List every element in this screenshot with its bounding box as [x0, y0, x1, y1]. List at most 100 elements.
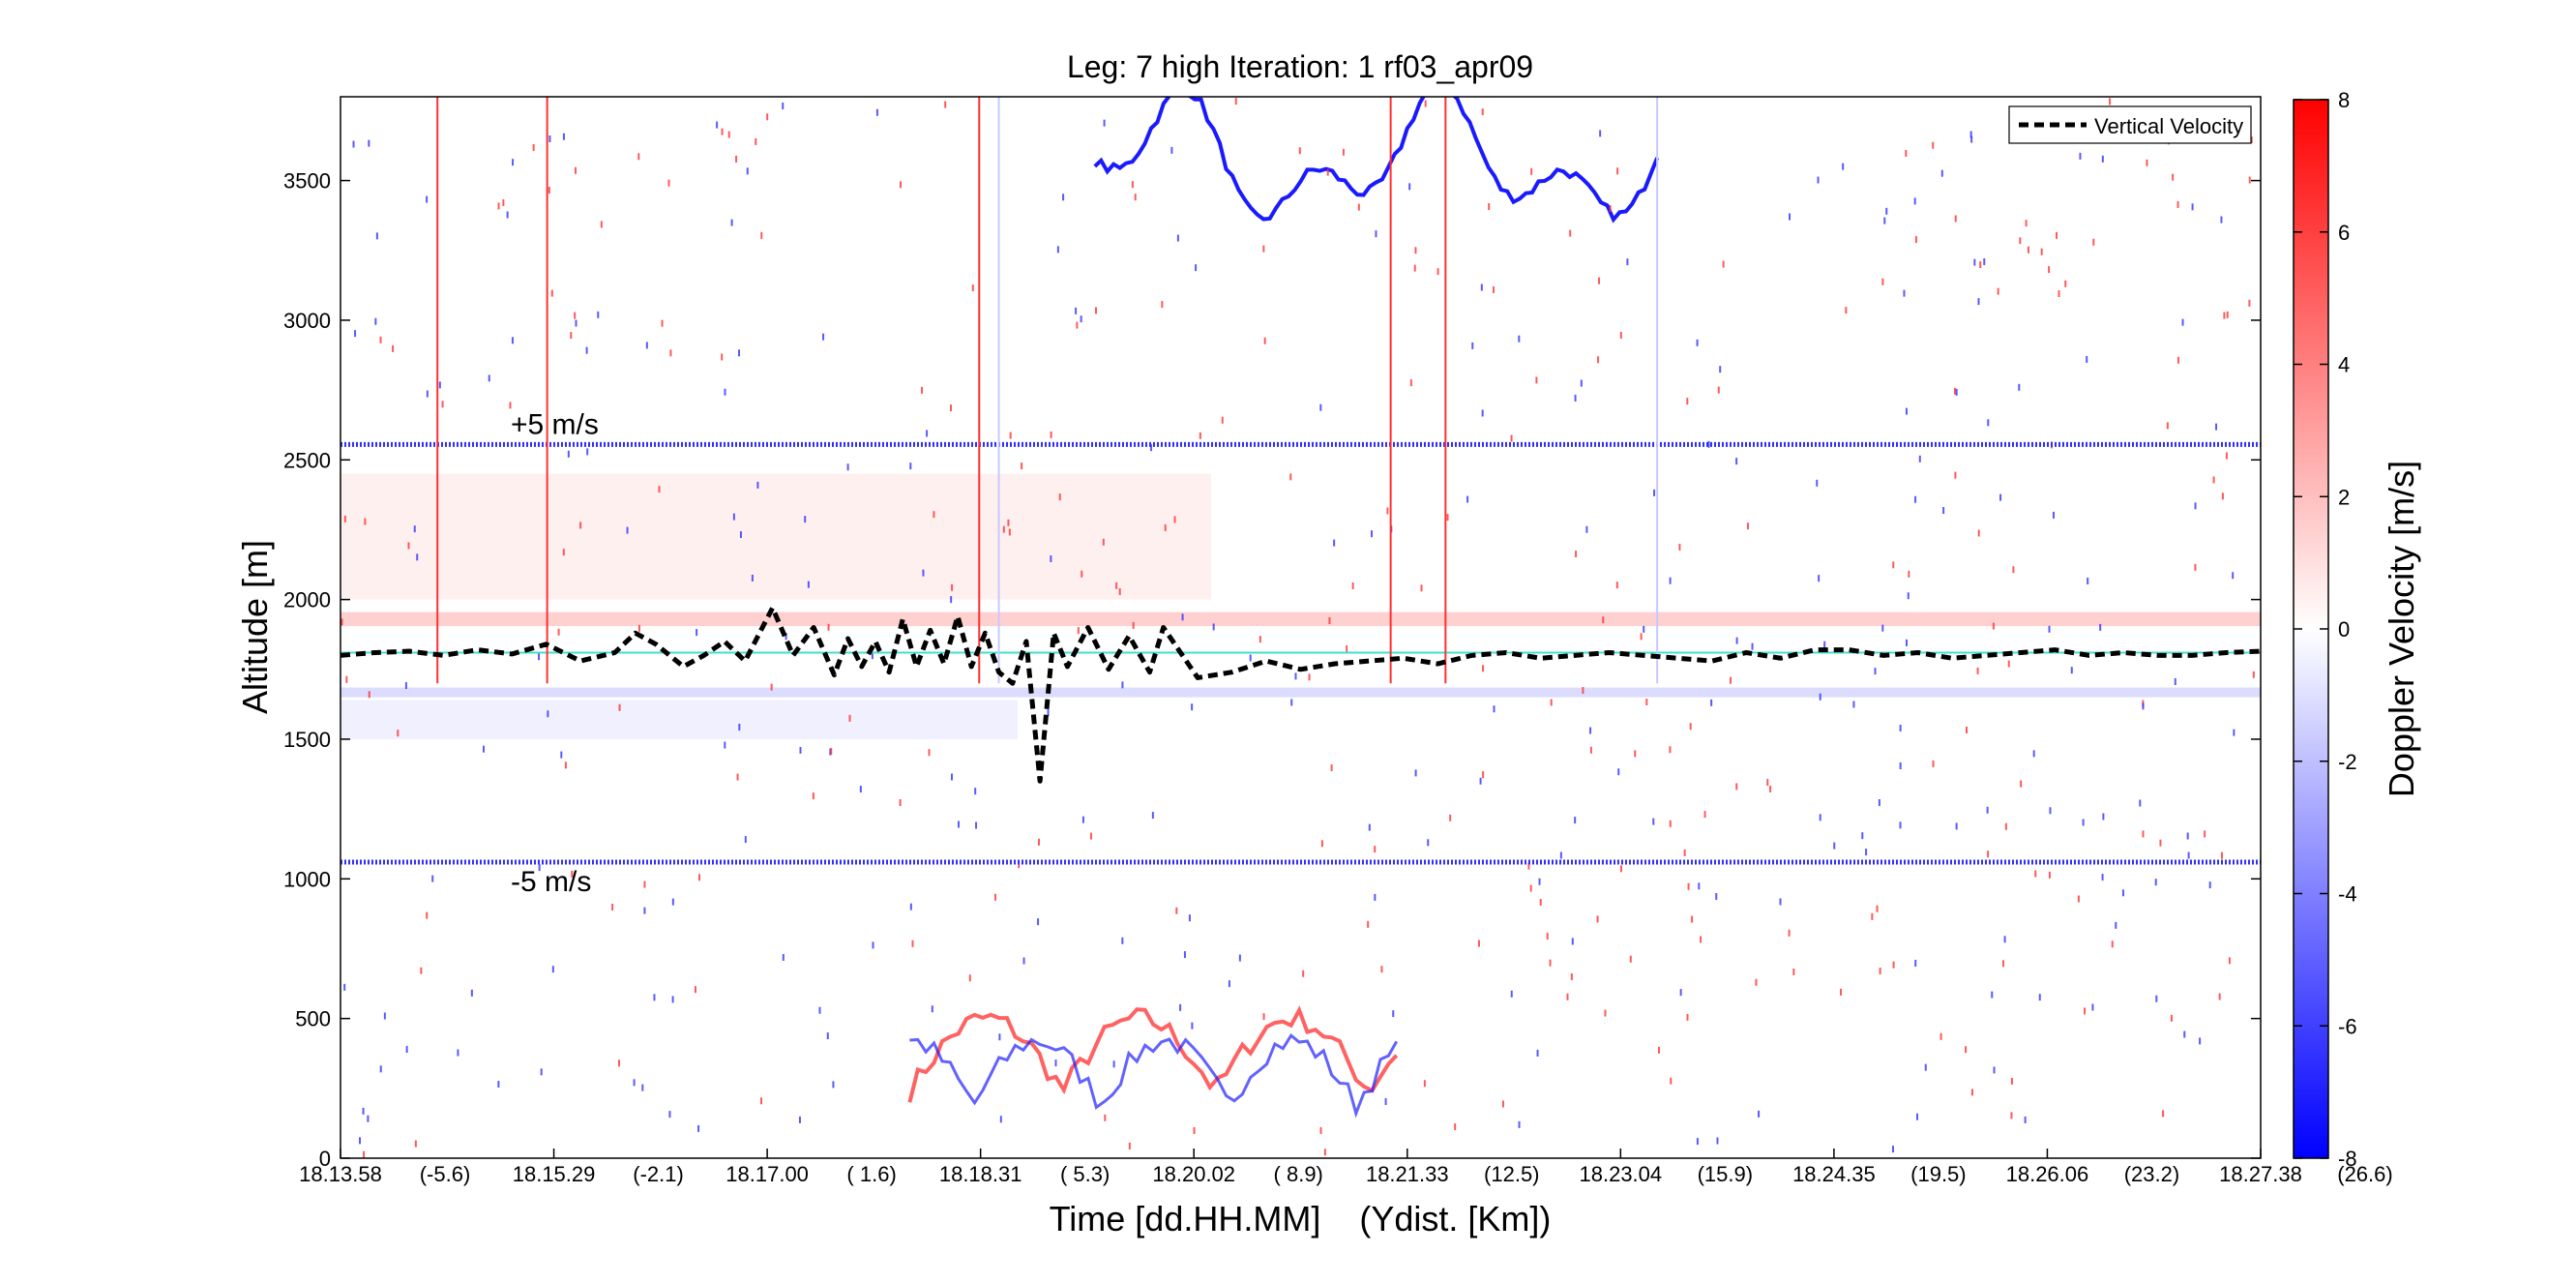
noise-speck: [1234, 98, 1237, 105]
noise-speck: [2215, 423, 2218, 431]
noise-speck: [374, 317, 377, 325]
noise-speck: [1549, 959, 1552, 967]
noise-speck: [1262, 1013, 1265, 1021]
noise-speck: [2170, 1014, 2173, 1022]
noise-speck: [2194, 502, 2197, 510]
noise-speck: [1751, 642, 1754, 650]
noise-speck: [1022, 957, 1025, 965]
noise-speck: [1842, 163, 1845, 170]
noise-speck: [1585, 525, 1588, 533]
noise-speck: [1466, 495, 1469, 503]
noise-speck: [931, 1005, 933, 1013]
noise-speck: [822, 333, 825, 341]
noise-speck: [2079, 152, 2082, 160]
noise-speck: [827, 623, 830, 631]
noise-speck: [1788, 929, 1791, 937]
x-tick-label-time: 18.15.29: [513, 1162, 596, 1186]
noise-speck: [1121, 937, 1124, 944]
noise-speck: [1953, 387, 1956, 395]
noise-speck: [1221, 416, 1224, 424]
noise-speck: [1716, 1137, 1719, 1145]
noise-speck: [1176, 234, 1179, 242]
noise-speck: [668, 1111, 671, 1119]
noise-speck: [832, 1081, 835, 1089]
noise-speck: [1861, 832, 1864, 840]
noise-speck: [1669, 746, 1672, 754]
noise-speck: [1367, 920, 1370, 928]
colorbar-tick-label: 6: [2338, 221, 2350, 245]
noise-speck: [637, 153, 640, 161]
x-tick-label-time: 18.23.04: [1580, 1162, 1663, 1186]
noise-speck: [1703, 811, 1706, 819]
noise-speck: [1818, 575, 1821, 582]
noise-speck: [575, 319, 577, 327]
noise-speck: [760, 231, 763, 239]
noise-speck: [1918, 455, 1921, 462]
noise-speck: [2174, 677, 2176, 685]
noise-speck: [457, 1049, 459, 1057]
noise-speck: [2064, 280, 2067, 287]
noise-speck: [1914, 495, 1917, 503]
noise-speck: [928, 749, 931, 757]
noise-speck: [1582, 687, 1584, 695]
noise-speck: [1819, 693, 1821, 701]
noise-speck: [1570, 972, 1573, 980]
noise-speck: [1518, 335, 1521, 343]
noise-speck: [2020, 780, 2023, 788]
noise-speck: [1191, 703, 1194, 711]
noise-speck: [826, 1032, 829, 1040]
noise-speck: [968, 974, 971, 982]
noise-speck: [560, 751, 563, 759]
noise-speck: [1678, 543, 1681, 551]
noise-speck: [585, 346, 588, 354]
noise-speck: [830, 748, 833, 756]
noise-speck: [1258, 636, 1261, 643]
noise-speck: [1179, 1003, 1182, 1011]
noise-speck: [1615, 582, 1618, 589]
noise-speck: [1769, 785, 1772, 792]
x-tick-label-ydist: (26.6): [2337, 1162, 2392, 1186]
noise-speck: [2162, 1110, 2165, 1118]
noise-speck: [2048, 871, 2051, 879]
noise-speck: [1371, 530, 1374, 538]
noise-speck: [1669, 577, 1672, 584]
noise-speck: [1298, 147, 1301, 155]
noise-speck: [724, 388, 726, 396]
noise-speck: [1839, 988, 1842, 996]
noise-speck: [900, 181, 903, 189]
noise-speck: [511, 337, 514, 344]
noise-speck: [1899, 724, 1902, 731]
noise-speck: [512, 159, 515, 166]
noise-speck: [470, 989, 473, 997]
noise-speck: [1955, 822, 1958, 830]
noise-speck: [643, 880, 646, 888]
noise-speck: [1979, 261, 1982, 269]
noise-speck: [2159, 839, 2162, 847]
noise-speck: [407, 542, 410, 550]
noise-speck: [1876, 905, 1879, 912]
noise-speck: [1942, 507, 1945, 515]
noise-speck: [1899, 821, 1902, 829]
noise-speck: [379, 1065, 382, 1073]
noise-speck: [547, 710, 549, 718]
noise-speck: [1150, 444, 1153, 452]
noise-speck: [1427, 839, 1430, 847]
noise-speck: [1413, 264, 1416, 272]
noise-speck: [1191, 1022, 1194, 1029]
noise-speck: [1698, 882, 1701, 890]
noise-speck: [1629, 955, 1632, 963]
noise-speck: [2223, 312, 2226, 319]
noise-speck: [1550, 699, 1553, 706]
noise-speck: [1212, 623, 1215, 631]
noise-speck: [2176, 200, 2179, 208]
noise-speck: [509, 402, 512, 409]
noise-speck: [994, 893, 997, 901]
noise-speck: [1602, 616, 1605, 624]
x-tick-label-ydist: (23.2): [2124, 1162, 2179, 1186]
noise-speck: [2058, 290, 2060, 298]
noise-speck: [871, 652, 873, 660]
noise-speck: [1970, 135, 1973, 143]
x-tick-label-time: 18.20.02: [1152, 1162, 1235, 1186]
noise-speck: [922, 569, 925, 577]
noise-speck: [600, 221, 603, 228]
